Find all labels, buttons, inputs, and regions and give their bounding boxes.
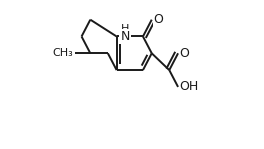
Text: O: O (153, 13, 163, 26)
Text: CH₃: CH₃ (53, 48, 73, 58)
Text: O: O (180, 47, 189, 60)
Text: H: H (121, 24, 130, 34)
Text: N: N (121, 30, 130, 43)
Text: OH: OH (180, 80, 199, 93)
